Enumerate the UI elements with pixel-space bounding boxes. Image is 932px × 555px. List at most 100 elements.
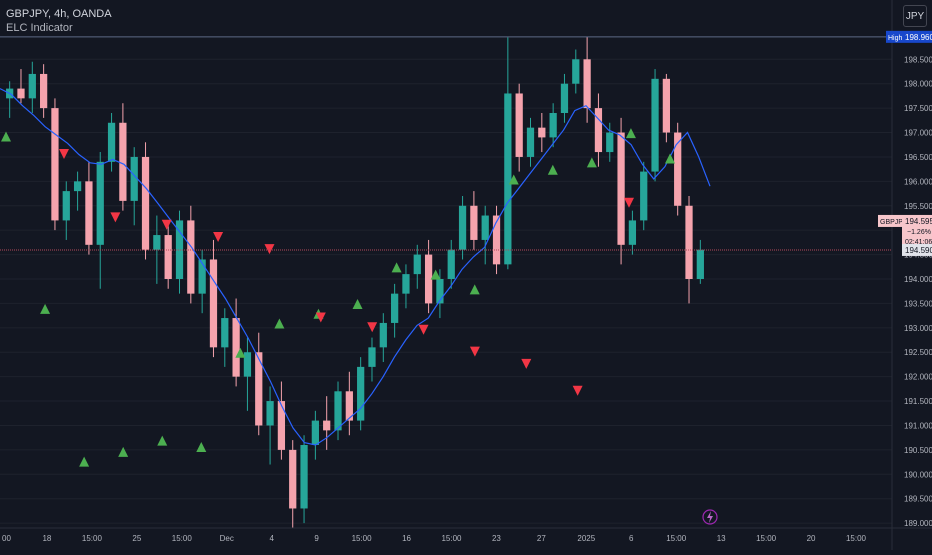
candle-body xyxy=(96,161,104,245)
candle-body xyxy=(28,73,36,99)
last-price-value: 194.595 xyxy=(905,217,932,226)
candle-body xyxy=(549,113,557,138)
time-tick-label: 15:00 xyxy=(352,534,373,543)
price-tick-label: 191.000 xyxy=(904,421,932,430)
candle-body xyxy=(470,205,478,240)
signals-layer xyxy=(1,128,675,467)
price-tick-label: 196.500 xyxy=(904,153,932,162)
candle-body xyxy=(221,318,229,348)
candle-body xyxy=(458,205,467,250)
candle-body xyxy=(130,156,138,201)
price-tick-label: 192.000 xyxy=(904,373,932,382)
time-tick-label: 15:00 xyxy=(846,534,867,543)
candle-body xyxy=(515,93,523,157)
candle-body xyxy=(583,59,591,109)
price-tick-label: 195.500 xyxy=(904,202,932,211)
candle-body xyxy=(594,108,603,153)
price-tick-label: 190.500 xyxy=(904,446,932,455)
high-value-label: 198.960 xyxy=(905,33,932,42)
candle-body xyxy=(402,274,410,294)
price-axis[interactable]: 198.500 198.000 197.500 197.000 196.500 196.0… xyxy=(878,0,932,550)
buy-signal xyxy=(274,318,285,329)
candle-body xyxy=(628,220,637,245)
buy-signal xyxy=(79,456,90,467)
lightning-icon[interactable] xyxy=(702,509,718,525)
candle-body xyxy=(481,215,489,240)
high-value-bg xyxy=(902,30,932,43)
sell-signal xyxy=(418,324,429,335)
price-tick-label: 198.500 xyxy=(904,55,932,64)
candle-body xyxy=(334,391,342,431)
candle-body xyxy=(572,59,580,84)
candle-body xyxy=(492,215,501,265)
candle-body xyxy=(391,293,399,323)
candle-body xyxy=(311,420,319,445)
sell-signal xyxy=(161,219,172,230)
bar-countdown: 02:41:06 xyxy=(905,239,932,246)
time-axis[interactable]: 00 18 15:00 25 15:00 Dec 4 9 15:00 16 15:00 23 27 202… xyxy=(0,509,932,543)
time-tick-label: 9 xyxy=(314,534,319,543)
time-tick-label: 27 xyxy=(537,534,546,543)
time-tick-label: 23 xyxy=(492,534,501,543)
candle-body xyxy=(243,352,252,377)
candle-body xyxy=(85,181,93,245)
time-tick-label: 4 xyxy=(269,534,274,543)
time-tick-label: Dec xyxy=(220,534,234,543)
time-tick-label: 15:00 xyxy=(756,534,777,543)
candle-body xyxy=(141,156,150,250)
ma-line xyxy=(0,88,711,446)
price-change: −1.26% xyxy=(907,229,931,236)
candle-body xyxy=(447,249,455,279)
candle-body xyxy=(662,78,670,133)
currency-button[interactable]: JPY xyxy=(903,5,927,27)
candle-body xyxy=(323,420,331,431)
buy-signal xyxy=(1,131,11,142)
reference-lines xyxy=(0,36,892,251)
crosshair-price: 194.590 xyxy=(905,246,932,255)
time-tick-label: 16 xyxy=(402,534,411,543)
candle-body xyxy=(198,259,206,294)
price-tick-label: 197.500 xyxy=(904,104,932,113)
indicator-label[interactable]: ELC Indicator xyxy=(6,22,73,34)
price-tick-label: 190.000 xyxy=(904,470,932,479)
time-tick-label: 6 xyxy=(629,534,634,543)
candle-body xyxy=(232,318,240,377)
candle-body xyxy=(413,254,421,275)
sell-signal xyxy=(624,197,634,208)
candle-body xyxy=(62,191,70,221)
crosshair-price-bg xyxy=(902,243,932,256)
ma-layer xyxy=(0,88,711,446)
sell-signal xyxy=(110,212,121,223)
candle-body xyxy=(17,88,25,99)
candle-body xyxy=(606,132,614,153)
high-tag-bg xyxy=(886,30,902,43)
price-tick-label: 193.500 xyxy=(904,299,932,308)
lightning-bolt xyxy=(707,511,713,523)
candle-body xyxy=(300,445,308,509)
candle-body xyxy=(368,347,376,367)
candle-body xyxy=(424,254,433,304)
price-tick-label: 198.000 xyxy=(904,80,932,89)
time-tick-label: 15:00 xyxy=(666,534,687,543)
candle-body xyxy=(175,220,184,279)
candle-body xyxy=(651,78,659,172)
price-tick-label: 193.000 xyxy=(904,324,932,333)
symbol-tag: GBPJPY xyxy=(880,219,908,226)
candle-body xyxy=(187,220,195,294)
candle-body xyxy=(436,279,444,304)
time-tick-label: 25 xyxy=(132,534,141,543)
buy-signal xyxy=(469,284,480,295)
candle-body xyxy=(164,235,172,279)
candle-body xyxy=(289,449,297,509)
candle-body xyxy=(40,73,48,109)
symbol-tag-bg xyxy=(878,214,902,227)
sell-signal xyxy=(213,231,224,242)
candle-body xyxy=(674,132,682,206)
price-tick-label: 189.000 xyxy=(904,519,932,528)
candle-body xyxy=(255,352,263,426)
buy-signal xyxy=(391,262,402,273)
candles-layer xyxy=(6,36,704,528)
